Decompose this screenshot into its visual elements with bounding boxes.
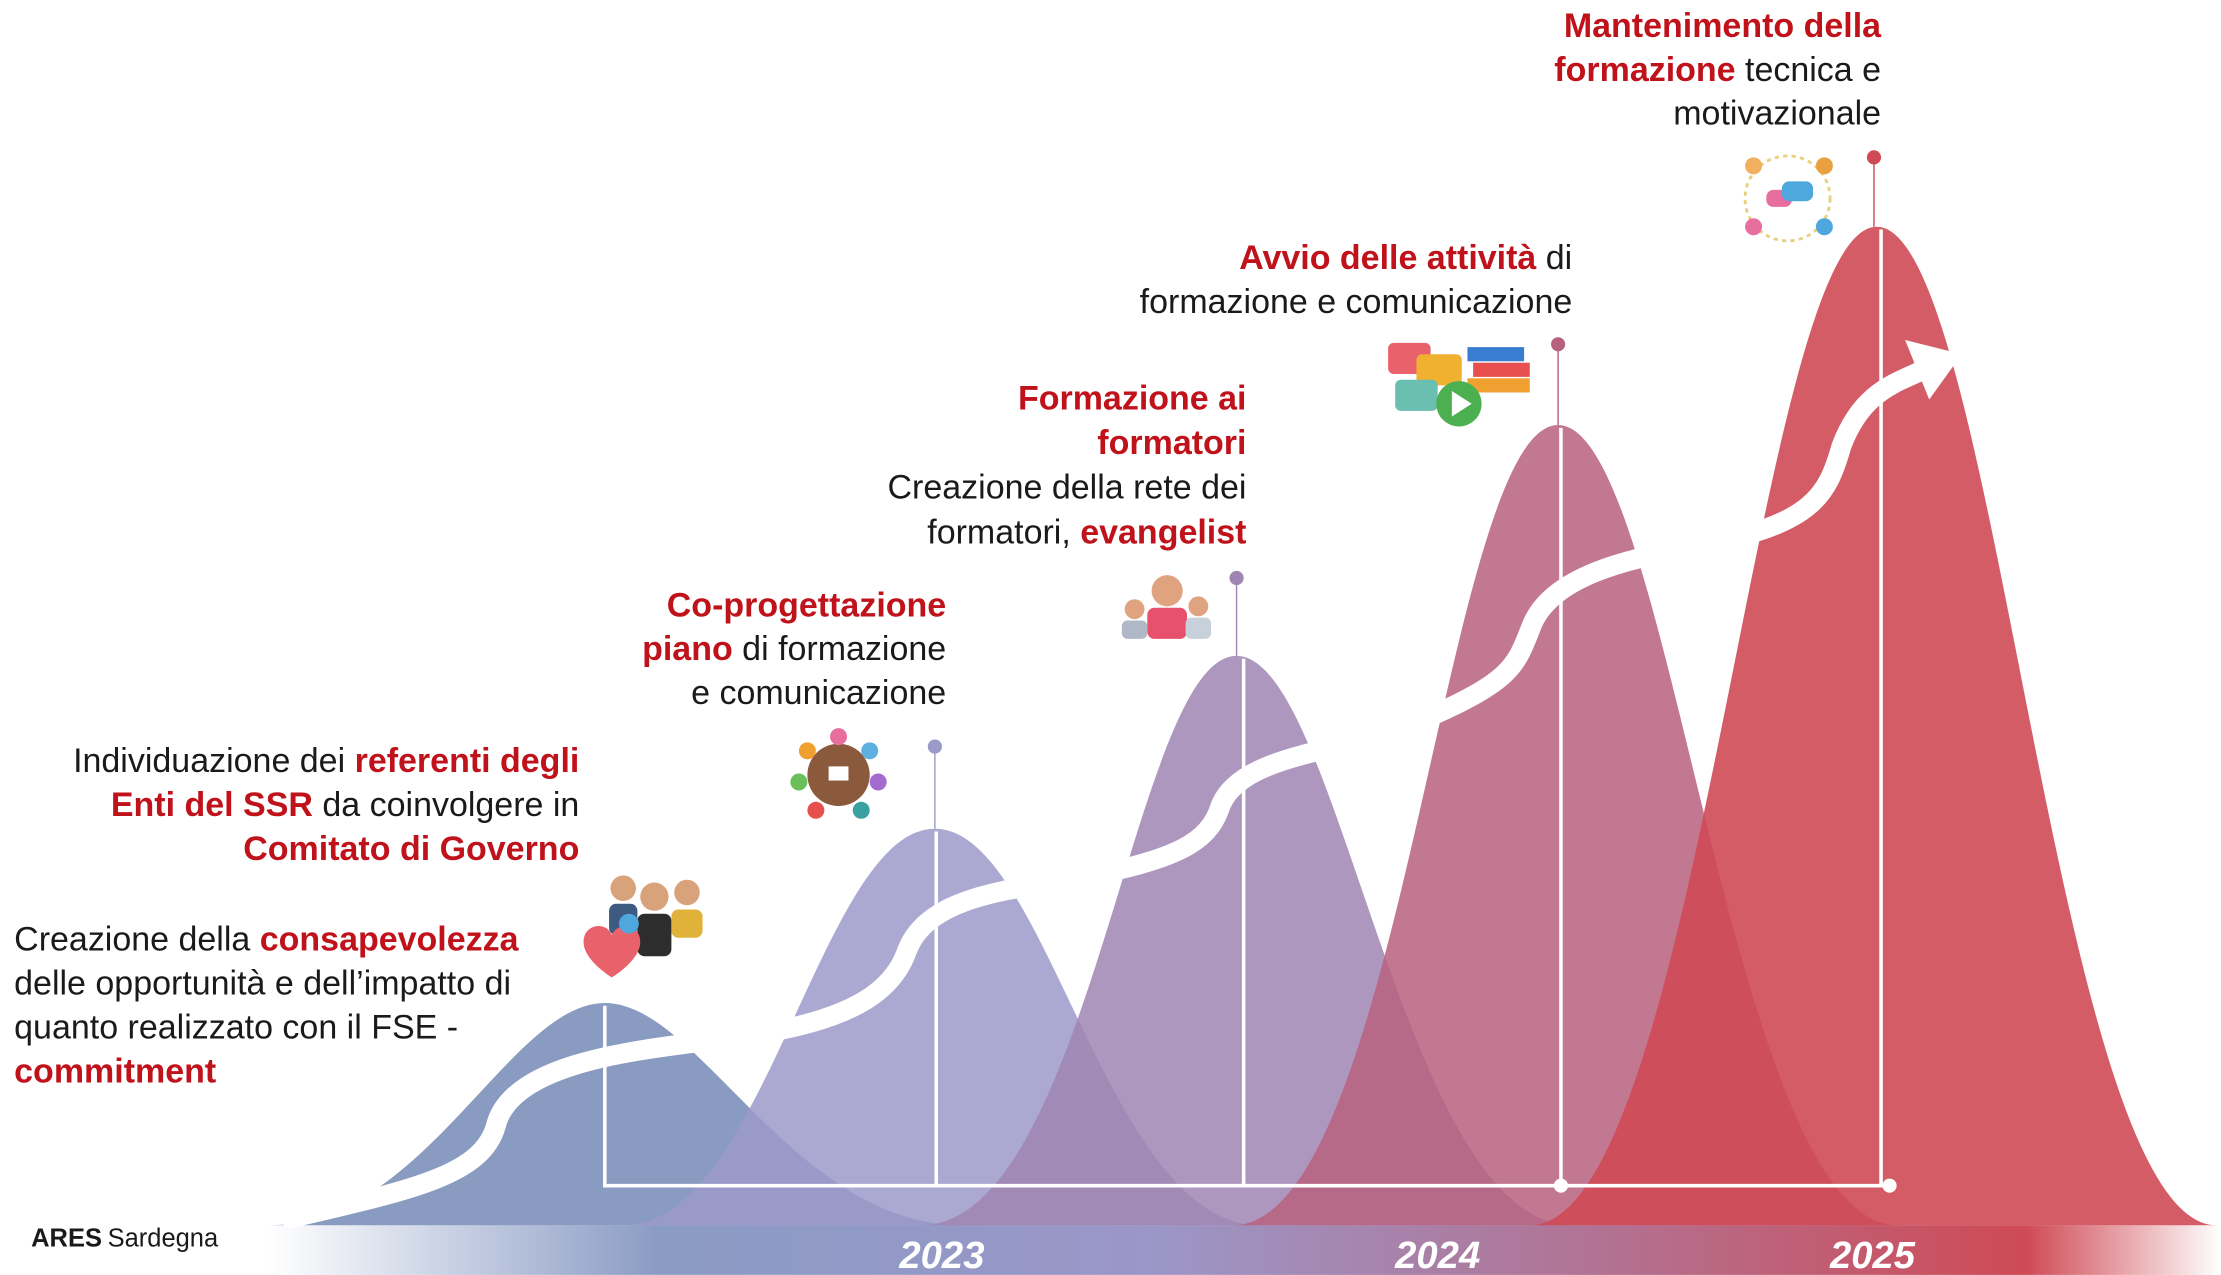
- step-text-line: Mantenimento della: [1564, 7, 1882, 45]
- step-text-line: formatori, evangelist: [927, 513, 1246, 551]
- step-text-line: formazione tecnica e: [1554, 51, 1881, 89]
- body-text: motivazionale: [1673, 95, 1881, 133]
- highlight-text: Co-progettazione: [667, 586, 946, 624]
- step-text-line: Formazione ai: [1018, 379, 1247, 417]
- logo: ARES Sardegna: [0, 1225, 239, 1253]
- people-heart-icon: [583, 875, 703, 978]
- connectors: [603, 229, 1890, 1188]
- year-label: 2023: [898, 1234, 984, 1275]
- step-text-line: Comitato di Governo: [243, 830, 579, 868]
- logo-brand: ARES: [31, 1225, 102, 1253]
- highlight-text: formazione: [1554, 51, 1735, 89]
- highlight-text: formatori: [1097, 424, 1246, 462]
- step-text-line: Individuazione dei referenti degli: [73, 742, 579, 780]
- curve: [1529, 226, 2217, 1226]
- step-text-line: quanto realizzato con il FSE -: [14, 1008, 458, 1046]
- team-icon: [1121, 575, 1212, 639]
- step-text-line: Co-progettazione: [667, 586, 946, 624]
- body-text: tecnica e: [1736, 51, 1881, 89]
- step-text-line: Creazione della rete dei: [888, 469, 1247, 507]
- markers: [927, 150, 1897, 1193]
- progress-arrow: [280, 358, 1937, 1229]
- media-icon: [1388, 342, 1530, 427]
- body-text: delle opportunità e dell’impatto di: [14, 964, 511, 1002]
- meeting-icon: [790, 728, 887, 819]
- icons: [583, 154, 1833, 978]
- communication-icon: [1743, 154, 1833, 243]
- highlight-text: evangelist: [1080, 513, 1246, 551]
- arrow-head: [1905, 340, 1962, 400]
- year-label: 2024: [1394, 1234, 1480, 1275]
- step-text-line: motivazionale: [1673, 95, 1881, 133]
- step-text-line: Avvio delle attività di: [1239, 239, 1572, 277]
- body-text: Creazione della rete dei: [888, 469, 1247, 507]
- highlight-text: referenti degli: [355, 742, 580, 780]
- body-text: di: [1536, 239, 1572, 277]
- step-text-line: delle opportunità e dell’impatto di: [14, 964, 511, 1002]
- highlight-text: consapevolezza: [260, 921, 520, 959]
- body-text: da coinvolgere in: [313, 786, 579, 824]
- body-text: Individuazione dei: [73, 742, 355, 780]
- highlight-text: Avvio delle attività: [1239, 239, 1536, 277]
- body-text: formazione e comunicazione: [1140, 283, 1573, 321]
- year-label: 2025: [1829, 1234, 1916, 1275]
- highlight-text: Formazione ai: [1018, 379, 1247, 417]
- step-text-line: Creazione della consapevolezza: [14, 921, 519, 959]
- body-text: Creazione della: [14, 921, 260, 959]
- step-text-line: commitment: [14, 1052, 216, 1090]
- body-text: di formazione: [733, 630, 946, 668]
- highlight-text: commitment: [14, 1052, 216, 1090]
- curves: [269, 226, 2217, 1226]
- step-text-line: e comunicazione: [691, 674, 946, 712]
- logo-name: Sardegna: [108, 1225, 219, 1253]
- highlight-text: Mantenimento della: [1564, 7, 1882, 45]
- highlight-text: Comitato di Governo: [243, 830, 579, 868]
- step-text-line: Enti del SSR da coinvolgere in: [111, 786, 579, 824]
- highlight-text: piano: [642, 630, 733, 668]
- body-text: e comunicazione: [691, 674, 946, 712]
- year-band: [269, 1225, 2221, 1275]
- highlight-text: Enti del SSR: [111, 786, 313, 824]
- step-text-line: piano di formazione: [642, 630, 946, 668]
- step-text-line: formazione e comunicazione: [1140, 283, 1573, 321]
- body-text: formatori,: [927, 513, 1080, 551]
- body-text: quanto realizzato con il FSE -: [14, 1008, 458, 1046]
- step-text-line: formatori: [1097, 424, 1246, 462]
